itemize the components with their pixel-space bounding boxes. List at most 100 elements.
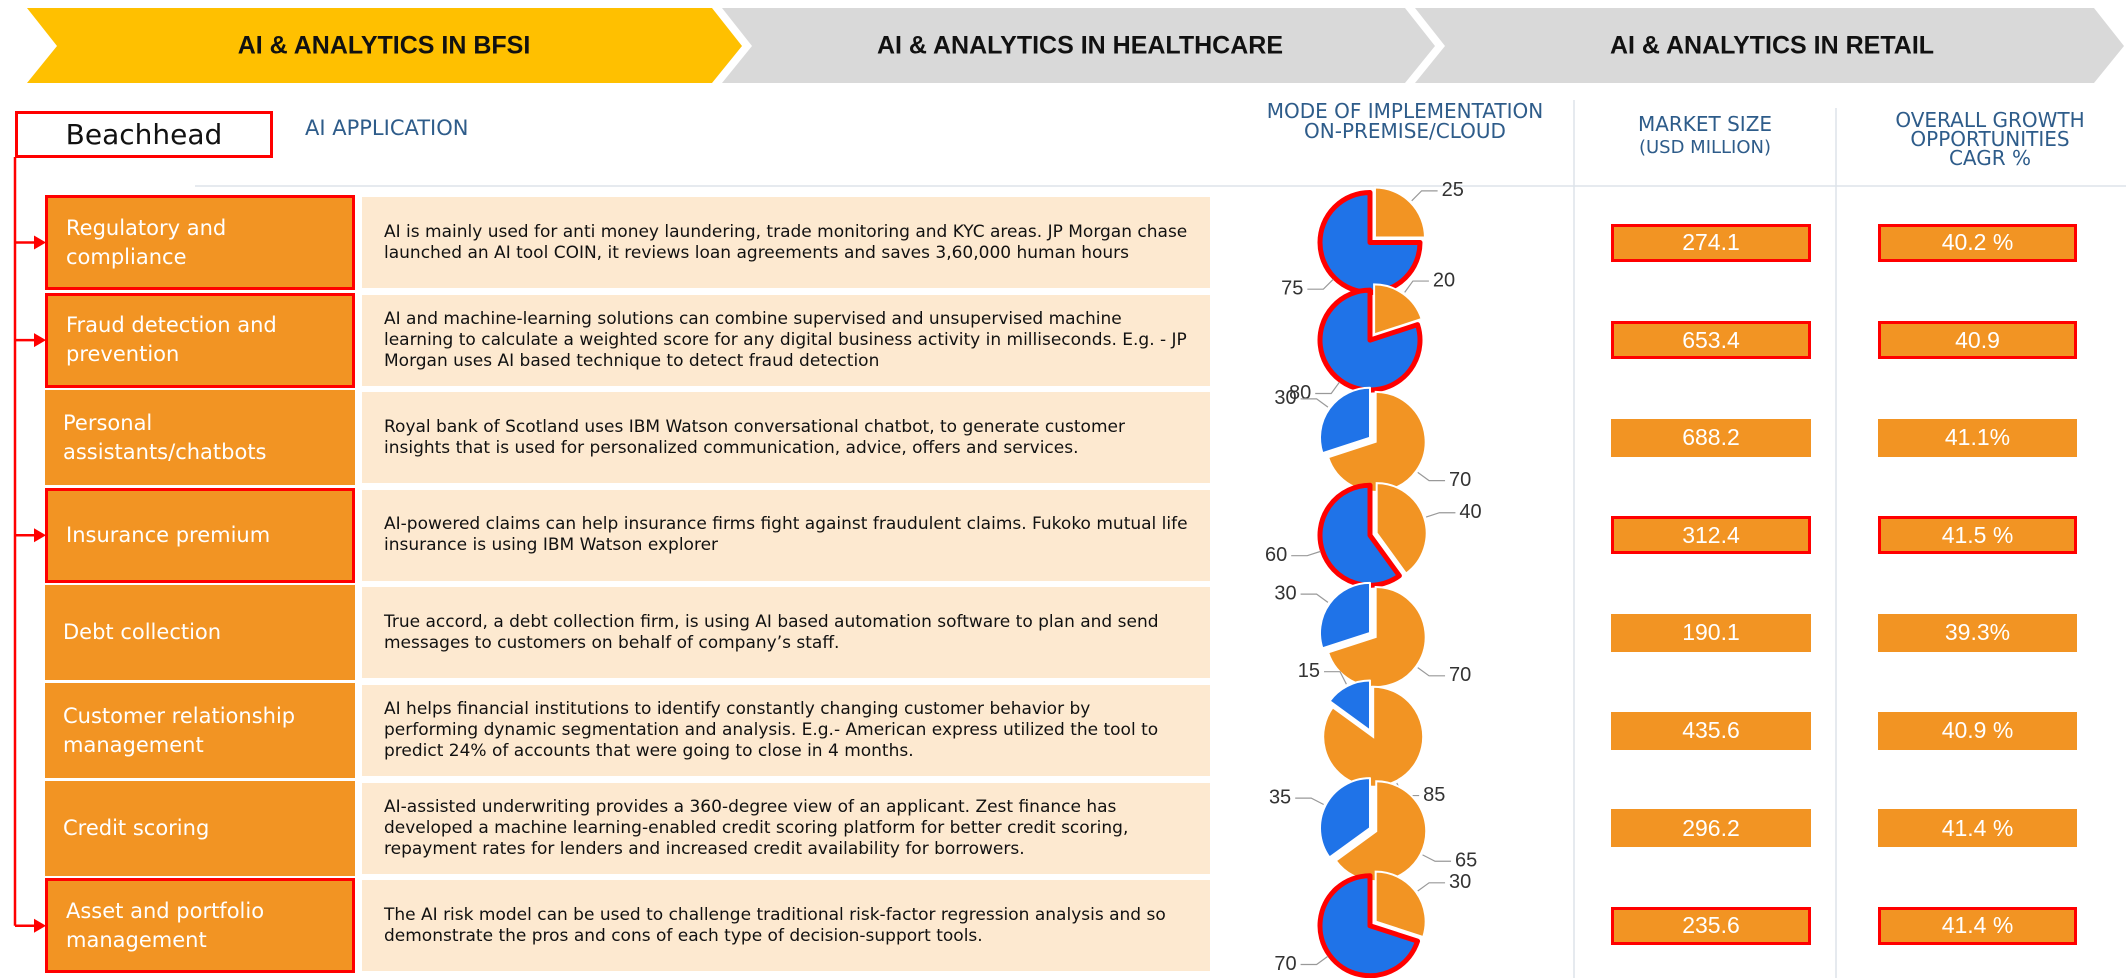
mode-header: MODE OF IMPLEMENTATION ON-PREMISE/CLOUD	[1230, 101, 1580, 141]
pie-slice	[1319, 581, 1371, 650]
application-description: AI-assisted underwriting provides a 360-…	[362, 782, 1210, 874]
application-description: Royal bank of Scotland uses IBM Watson c…	[362, 392, 1210, 484]
pie-slice	[1317, 482, 1402, 588]
application-label: Personal assistants/chatbots	[45, 390, 355, 486]
market-size: 688.2	[1611, 418, 1811, 457]
application-header: AI APPLICATION	[305, 116, 469, 140]
pie-slice	[1375, 482, 1428, 575]
tab-label: AI & ANALYTICS IN HEALTHCARE	[877, 32, 1283, 60]
pie-slice	[1322, 685, 1425, 788]
leader-line	[1411, 190, 1438, 202]
header-line: ON-PREMISE/CLOUD	[1304, 119, 1506, 143]
pie-label: 85	[1423, 784, 1445, 806]
application-description: True accord, a debt collection firm, is …	[362, 587, 1210, 679]
growth: 39.3%	[1878, 613, 2077, 652]
arrow-head	[34, 918, 46, 933]
pie-slice	[1317, 287, 1423, 393]
pie-slice	[1373, 283, 1423, 336]
header-line: CAGR %	[1948, 146, 2032, 170]
beachhead-header: Beachhead	[15, 111, 273, 158]
pie-label: 35	[1269, 786, 1291, 808]
tab-bfsi	[27, 8, 742, 83]
leader-line	[1300, 955, 1329, 966]
leader-line	[1417, 471, 1446, 482]
application-label: Insurance premium	[45, 487, 355, 583]
leader-line	[1425, 512, 1456, 518]
pie-label: 30	[1274, 582, 1296, 604]
market-size: 435.6	[1611, 711, 1811, 750]
leader-line	[1300, 398, 1329, 408]
arrow-head	[34, 528, 46, 543]
market-size: 296.2	[1611, 809, 1811, 848]
leader-line	[1291, 550, 1321, 557]
leader-line	[1315, 381, 1340, 395]
pie-slice	[1326, 390, 1427, 493]
header-line: MARKET SIZE	[1637, 112, 1773, 136]
application-description: The AI risk model can be used to challen…	[362, 880, 1210, 972]
pie-label: 70	[1449, 664, 1471, 686]
pie-slice	[1326, 586, 1427, 689]
header-line: (USD MILLION)	[1638, 137, 1772, 158]
arrow-head	[34, 333, 46, 348]
application-description: AI-powered claims can help insurance fir…	[362, 489, 1210, 581]
pie-slice	[1317, 873, 1421, 978]
pie-slice	[1319, 386, 1371, 455]
pie-label: 25	[1442, 179, 1464, 201]
pie-slice	[1319, 777, 1371, 859]
growth: 41.1%	[1878, 418, 2077, 457]
growth: 40.9 %	[1878, 711, 2077, 750]
tab-healthcare	[722, 8, 1435, 83]
application-label: Credit scoring	[45, 780, 355, 876]
tab-retail	[1415, 8, 2124, 83]
market-size: 653.4	[1611, 321, 1811, 360]
leader-line	[1324, 671, 1347, 685]
header-line: OPPORTUNITIES	[1910, 127, 2070, 151]
pie-label: 30	[1274, 387, 1296, 409]
market-size: 190.1	[1611, 613, 1811, 652]
pie-label: 20	[1433, 269, 1455, 291]
leader-line	[1417, 667, 1446, 677]
arrow-head	[34, 235, 46, 250]
pie-slice	[1328, 679, 1371, 732]
leader-line	[1417, 882, 1446, 892]
leader-line	[1307, 278, 1334, 290]
pie-label: 70	[1274, 953, 1296, 975]
application-label: Regulatory and compliance	[45, 195, 355, 290]
tab-label: AI & ANALYTICS IN BFSI	[238, 32, 531, 60]
pie-label: 60	[1265, 544, 1287, 566]
growth: 41.4 %	[1878, 809, 2077, 848]
growth-header: OVERALL GROWTH OPPORTUNITIES CAGR %	[1850, 110, 2126, 170]
leader-line	[1404, 280, 1429, 293]
leader-line	[1295, 797, 1324, 806]
pie-label: 80	[1289, 382, 1311, 404]
application-description: AI and machine-learning solutions can co…	[362, 294, 1210, 386]
pie-label: 75	[1281, 277, 1303, 299]
leader-line	[1300, 593, 1329, 603]
pie-label: 30	[1449, 871, 1471, 893]
pie-slice	[1373, 186, 1426, 239]
market-size: 274.1	[1611, 223, 1811, 262]
market-header: MARKET SIZE (USD MILLION)	[1580, 114, 1830, 158]
pie-label: 70	[1449, 469, 1471, 491]
pie-label: 40	[1459, 501, 1481, 523]
pie-label: 15	[1298, 660, 1320, 682]
application-label: Fraud detection and prevention	[45, 292, 355, 388]
application-label: Asset and portfolio management	[45, 878, 355, 974]
growth: 41.4 %	[1878, 906, 2077, 945]
market-size: 235.6	[1611, 906, 1811, 945]
growth: 41.5 %	[1878, 516, 2077, 555]
header-line: MODE OF IMPLEMENTATION	[1266, 99, 1544, 123]
pie-label: 65	[1455, 850, 1477, 872]
tab-label: AI & ANALYTICS IN RETAIL	[1610, 32, 1934, 60]
leader-line	[1422, 854, 1452, 862]
growth: 40.2 %	[1878, 223, 2077, 262]
application-label: Debt collection	[45, 585, 355, 681]
market-size: 312.4	[1611, 516, 1811, 555]
application-description: AI helps financial institutions to ident…	[362, 685, 1210, 776]
pie-slice	[1317, 190, 1423, 295]
application-label: Customer relationship management	[45, 683, 355, 778]
application-description: AI is mainly used for anti money launder…	[362, 197, 1210, 288]
growth: 40.9	[1878, 321, 2077, 360]
